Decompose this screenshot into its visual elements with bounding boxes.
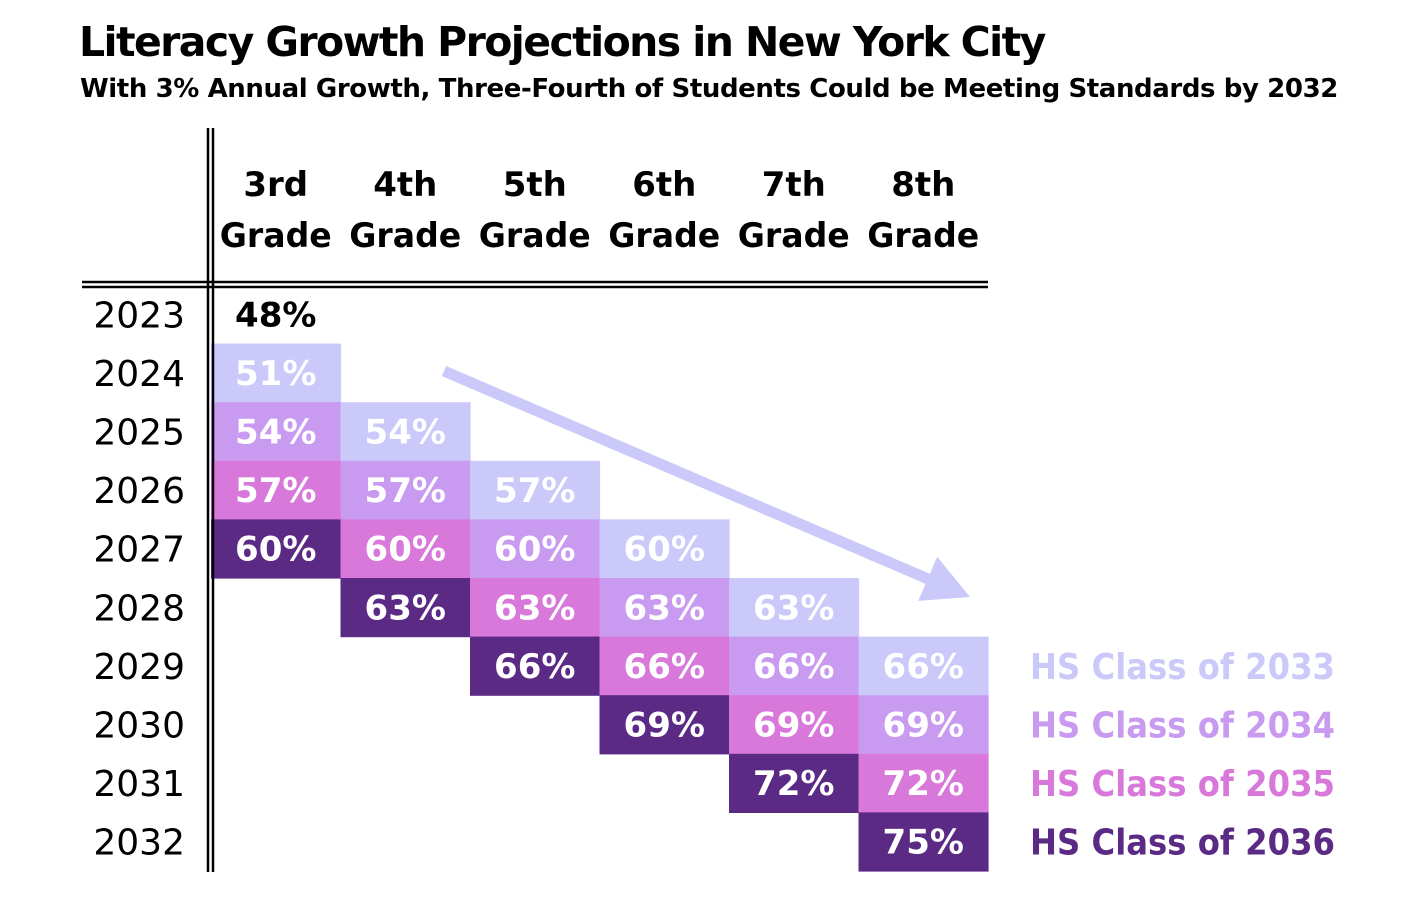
row-label-year: 2031 (93, 764, 185, 805)
row-label-year: 2029 (93, 647, 185, 688)
cell-value: 48% (235, 295, 316, 335)
chart-subtitle: With 3% Annual Growth, Three-Fourth of S… (80, 74, 1338, 104)
column-header-line2: Grade (738, 216, 850, 256)
cell-fill (729, 636, 860, 696)
cell-value: 66% (494, 647, 575, 687)
cell-fill (211, 519, 342, 579)
column-header-line2: Grade (349, 216, 461, 256)
row-label-year: 2026 (93, 471, 185, 512)
row-label-year: 2032 (93, 823, 185, 864)
cell-value: 63% (624, 588, 705, 628)
cell-value: 69% (753, 706, 834, 746)
cell-fill (599, 695, 730, 755)
row-label-year: 2024 (93, 354, 185, 395)
trend-arrow-head (918, 556, 970, 601)
row-label-year: 2027 (93, 530, 185, 571)
cell-fill (858, 636, 989, 696)
row-label-year: 2023 (93, 295, 185, 336)
cell-value: 60% (235, 530, 316, 570)
cell-value: 63% (753, 588, 834, 628)
cell-value: 57% (235, 471, 316, 511)
trend-arrow-shaft (441, 365, 934, 586)
column-header-line2: Grade (867, 216, 979, 256)
cell-fill (340, 578, 471, 638)
cell-fill (729, 753, 860, 813)
cell-fill (470, 578, 601, 638)
cell-value: 66% (624, 647, 705, 687)
cell-value: 75% (883, 823, 964, 863)
cell-fill (599, 578, 730, 638)
cell-fill (470, 460, 601, 520)
row-label-year: 2025 (93, 413, 185, 454)
legend-label-cohort: HS Class of 2035 (1030, 764, 1335, 805)
cell-fill (340, 519, 471, 579)
cell-value: 51% (235, 354, 316, 394)
cell-value: 63% (494, 588, 575, 628)
column-header-line1: 5th (503, 165, 567, 205)
cell-value: 66% (883, 647, 964, 687)
column-header-line1: 3rd (243, 165, 308, 205)
cell-value: 54% (365, 413, 446, 453)
legend-label-cohort: HS Class of 2036 (1030, 823, 1335, 864)
cell-value: 69% (883, 706, 964, 746)
cell-fill (729, 578, 860, 638)
cell-value: 60% (624, 530, 705, 570)
row-label-year: 2030 (93, 706, 185, 747)
cell-fill (599, 636, 730, 696)
cell-fill (470, 636, 601, 696)
column-header-line2: Grade (608, 216, 720, 256)
cell-fill (340, 460, 471, 520)
cell-value: 63% (365, 588, 446, 628)
cell-fill (211, 460, 342, 520)
cell-fill (858, 753, 989, 813)
trend-arrow (441, 365, 970, 601)
column-header-line1: 4th (373, 165, 437, 205)
cell-value: 72% (753, 764, 834, 804)
legend-label-cohort: HS Class of 2034 (1030, 706, 1335, 747)
chart-title: Literacy Growth Projections in New York … (79, 18, 1046, 66)
cell-fill (729, 695, 860, 755)
legend-label-cohort: HS Class of 2033 (1030, 647, 1335, 688)
cells-layer (211, 343, 989, 872)
cell-fill (211, 343, 342, 403)
cell-value: 72% (883, 764, 964, 804)
labels-layer: 3rd Grade 4th Grade 5th Grade 6th Grade 7th Grade… (93, 165, 1335, 864)
column-header-line1: 8th (891, 165, 955, 205)
cell-value: 60% (494, 530, 575, 570)
cell-value: 57% (494, 471, 575, 511)
column-header-line1: 6th (632, 165, 696, 205)
cell-value: 66% (753, 647, 834, 687)
column-header-line2: Grade (220, 216, 332, 256)
cell-value: 54% (235, 413, 316, 453)
cell-fill (858, 812, 989, 872)
row-label-year: 2028 (93, 588, 185, 629)
cell-fill (470, 519, 601, 579)
cell-fill (599, 519, 730, 579)
column-header-line2: Grade (479, 216, 591, 256)
grid-lines (82, 128, 988, 872)
cell-fill (211, 402, 342, 462)
cell-value: 57% (365, 471, 446, 511)
cell-value: 69% (624, 706, 705, 746)
cell-value: 60% (365, 530, 446, 570)
column-header-line1: 7th (762, 165, 826, 205)
cell-fill (858, 695, 989, 755)
cell-fill (340, 402, 471, 462)
